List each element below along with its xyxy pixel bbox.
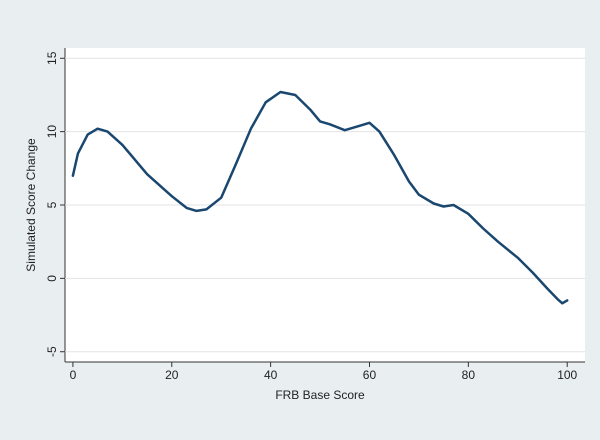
x-tick-label: 100 [557,368,577,382]
y-tick-label: -5 [45,346,59,357]
data-line [71,90,569,305]
y-tick-label: 10 [45,125,59,139]
y-tick-label: 0 [45,275,59,282]
x-tick-label: 40 [264,368,278,382]
x-axis-label: FRB Base Score [275,388,365,402]
x-tick-label: 20 [165,368,179,382]
x-tick-label: 0 [70,368,77,382]
x-tick-label: 60 [363,368,377,382]
y-axis-label: Simulated Score Change [24,138,38,272]
x-tick-label: 80 [462,368,476,382]
y-tick-label: 15 [45,51,59,65]
y-tick-label: 5 [45,201,59,208]
